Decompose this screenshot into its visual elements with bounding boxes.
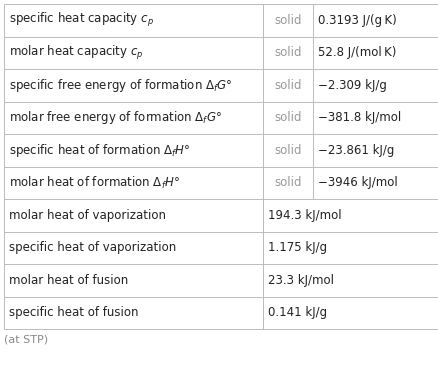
- Text: solid: solid: [273, 79, 301, 92]
- Text: molar heat of fusion: molar heat of fusion: [9, 274, 128, 287]
- Text: 1.175 kJ/g: 1.175 kJ/g: [267, 241, 326, 254]
- Text: molar free energy of formation $\Delta_f G°$: molar free energy of formation $\Delta_f…: [9, 109, 222, 126]
- Text: solid: solid: [273, 144, 301, 157]
- Text: solid: solid: [273, 111, 301, 124]
- Text: specific heat of fusion: specific heat of fusion: [9, 306, 138, 319]
- Text: molar heat of formation $\Delta_f H°$: molar heat of formation $\Delta_f H°$: [9, 175, 180, 191]
- Text: solid: solid: [273, 14, 301, 27]
- Text: 23.3 kJ/mol: 23.3 kJ/mol: [267, 274, 333, 287]
- Text: solid: solid: [273, 46, 301, 59]
- Text: 0.3193 J/(g K): 0.3193 J/(g K): [317, 14, 396, 27]
- Text: (at STP): (at STP): [4, 335, 48, 345]
- Text: solid: solid: [273, 176, 301, 189]
- Text: −23.861 kJ/g: −23.861 kJ/g: [317, 144, 393, 157]
- Text: −381.8 kJ/mol: −381.8 kJ/mol: [317, 111, 400, 124]
- Text: molar heat of vaporization: molar heat of vaporization: [9, 209, 166, 222]
- Text: molar heat capacity $c_p$: molar heat capacity $c_p$: [9, 44, 143, 62]
- Text: 0.141 kJ/g: 0.141 kJ/g: [267, 306, 326, 319]
- Text: 194.3 kJ/mol: 194.3 kJ/mol: [267, 209, 341, 222]
- Text: specific free energy of formation $\Delta_f G°$: specific free energy of formation $\Delt…: [9, 77, 232, 94]
- Text: specific heat capacity $c_p$: specific heat capacity $c_p$: [9, 11, 154, 29]
- Text: specific heat of formation $\Delta_f H°$: specific heat of formation $\Delta_f H°$: [9, 142, 190, 159]
- Text: 52.8 J/(mol K): 52.8 J/(mol K): [317, 46, 396, 59]
- Text: −2.309 kJ/g: −2.309 kJ/g: [317, 79, 386, 92]
- Text: −3946 kJ/mol: −3946 kJ/mol: [317, 176, 397, 189]
- Text: specific heat of vaporization: specific heat of vaporization: [9, 241, 176, 254]
